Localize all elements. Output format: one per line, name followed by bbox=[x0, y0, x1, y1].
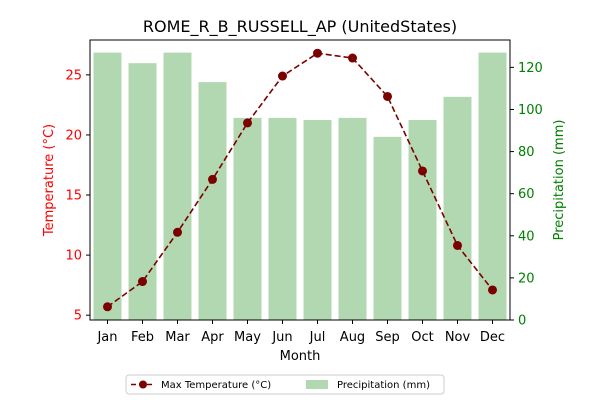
temperature-point bbox=[138, 277, 147, 287]
left-axis-ticks: 5 10 15 20 25 bbox=[65, 68, 90, 324]
right-tick-label: 60 bbox=[518, 187, 535, 202]
right-tick-label: 100 bbox=[518, 103, 543, 118]
temperature-point bbox=[383, 91, 392, 101]
precipitation-bar bbox=[93, 52, 122, 320]
legend-precipitation-swatch bbox=[306, 380, 328, 389]
precipitation-bars bbox=[93, 52, 507, 321]
left-tick-label: 10 bbox=[65, 249, 82, 264]
temperature-point bbox=[313, 48, 322, 58]
left-tick-label: 5 bbox=[74, 309, 82, 324]
precipitation-bar bbox=[303, 120, 332, 320]
temperature-point bbox=[243, 118, 252, 128]
precipitation-bar bbox=[233, 117, 262, 320]
x-tick-label: Nov bbox=[445, 330, 471, 345]
left-tick-label: 15 bbox=[65, 189, 82, 204]
x-tick-label: Dec bbox=[480, 330, 505, 345]
x-axis-label: Month bbox=[280, 349, 321, 364]
right-tick-label: 40 bbox=[518, 229, 535, 244]
precipitation-bar bbox=[338, 117, 367, 320]
left-tick-label: 20 bbox=[65, 128, 82, 143]
x-tick-label: Jul bbox=[309, 330, 326, 345]
temperature-point bbox=[453, 240, 462, 250]
left-axis-label: Temperature (°C) bbox=[42, 124, 57, 237]
temperature-point bbox=[418, 166, 427, 176]
precipitation-bar bbox=[198, 82, 227, 321]
temperature-point bbox=[173, 227, 182, 237]
x-tick-label: Mar bbox=[165, 330, 190, 345]
x-tick-label: Jan bbox=[96, 330, 117, 345]
right-tick-label: 20 bbox=[518, 271, 535, 286]
x-tick-label: May bbox=[234, 330, 261, 345]
legend: Max Temperature (°C) Precipitation (mm) bbox=[125, 374, 445, 395]
x-tick-label: Sep bbox=[375, 330, 400, 345]
plot-frame bbox=[89, 39, 511, 321]
temperature-line-group bbox=[103, 48, 497, 312]
x-tick-label: Apr bbox=[201, 330, 224, 345]
temperature-point bbox=[208, 174, 217, 184]
right-axis-ticks: 0 20 40 60 80 100 120 bbox=[510, 61, 543, 329]
temperature-point bbox=[278, 71, 287, 81]
precipitation-bar bbox=[443, 96, 472, 320]
legend-temperature-marker bbox=[139, 380, 147, 389]
precipitation-bar bbox=[373, 136, 402, 320]
temperature-point bbox=[103, 302, 112, 312]
x-tick-label: Jun bbox=[271, 330, 292, 345]
chart-title: ROME_R_B_RUSSELL_AP (UnitedStates) bbox=[143, 17, 457, 37]
temperature-line bbox=[107, 52, 494, 308]
temperature-point bbox=[488, 285, 497, 295]
legend-frame bbox=[125, 374, 445, 395]
precipitation-bar bbox=[478, 52, 507, 320]
legend-temperature-label: Max Temperature (°C) bbox=[161, 380, 271, 391]
right-tick-label: 80 bbox=[518, 145, 535, 160]
temperature-point bbox=[348, 53, 357, 63]
precipitation-bar bbox=[163, 52, 192, 320]
right-tick-label: 0 bbox=[518, 314, 526, 329]
legend-precipitation-label: Precipitation (mm) bbox=[337, 380, 430, 391]
precipitation-bar bbox=[408, 120, 437, 320]
precipitation-bar bbox=[268, 117, 297, 320]
x-axis-ticks: Jan Feb Mar Apr May Jun Jul Aug Sep Oct Nov Dec bbox=[96, 320, 505, 345]
right-axis-label: Precipitation (mm) bbox=[552, 120, 567, 241]
x-tick-label: Aug bbox=[340, 330, 365, 345]
left-tick-label: 25 bbox=[65, 68, 82, 83]
x-tick-label: Feb bbox=[131, 330, 154, 345]
right-tick-label: 120 bbox=[518, 61, 543, 76]
x-tick-label: Oct bbox=[411, 330, 433, 345]
